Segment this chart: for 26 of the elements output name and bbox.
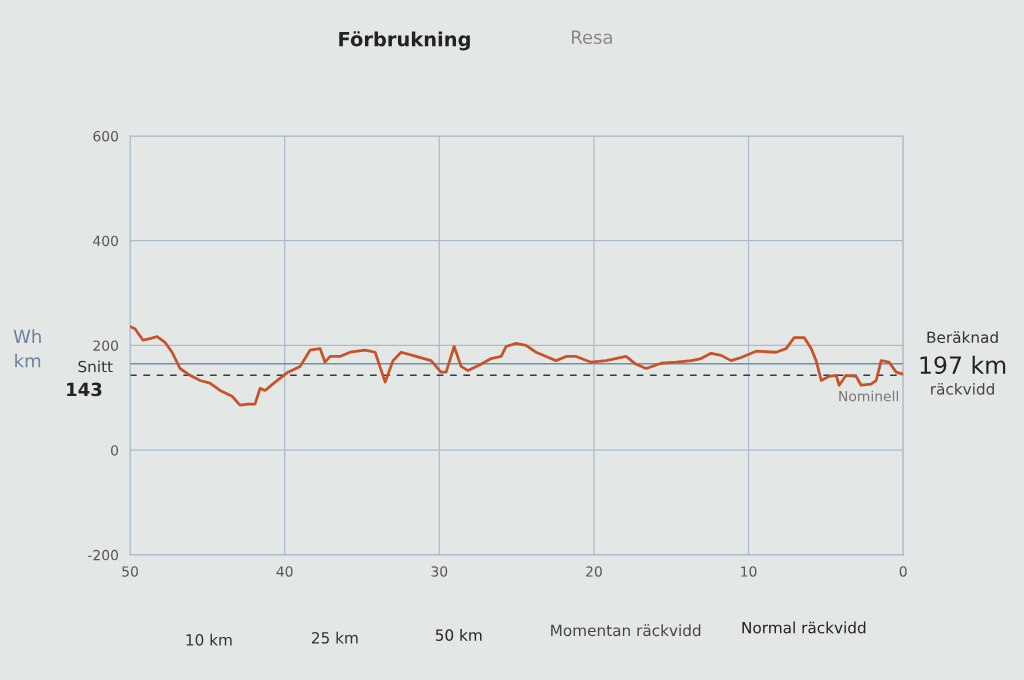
text: Resa <box>571 30 612 44</box>
x-tick-label: 10 <box>741 566 757 577</box>
text: Normal räckvidd <box>742 621 866 634</box>
y-tick-label: 0 <box>111 445 119 456</box>
text: räckvidd <box>931 382 994 395</box>
text: 143 <box>67 382 102 397</box>
x-tick-label: 0 <box>899 566 907 577</box>
ref-line-label: Snitt <box>78 360 113 373</box>
line-series <box>130 325 904 407</box>
x-tick-label: 30 <box>431 566 448 577</box>
text: Momentan räckvidd <box>551 624 701 637</box>
chart-title: Förbrukning <box>339 31 470 51</box>
text: 10 km <box>186 633 232 646</box>
ref-line-label: Nominell <box>839 390 898 402</box>
x-tick-label: 20 <box>586 566 602 577</box>
y-tick-label: 400 <box>93 235 119 247</box>
y-tick-label: 600 <box>93 130 119 142</box>
text: 50 km <box>435 629 482 641</box>
y-axis-title: Wh km <box>13 329 41 368</box>
y-tick-label: 200 <box>93 340 119 351</box>
x-tick-label: 50 <box>122 566 138 577</box>
y-tick-label: -200 <box>88 549 119 561</box>
text: 197 km <box>920 355 1006 375</box>
text: 25 km <box>311 631 358 644</box>
text: Beräknad <box>927 331 998 344</box>
x-tick-label: 40 <box>276 566 293 577</box>
